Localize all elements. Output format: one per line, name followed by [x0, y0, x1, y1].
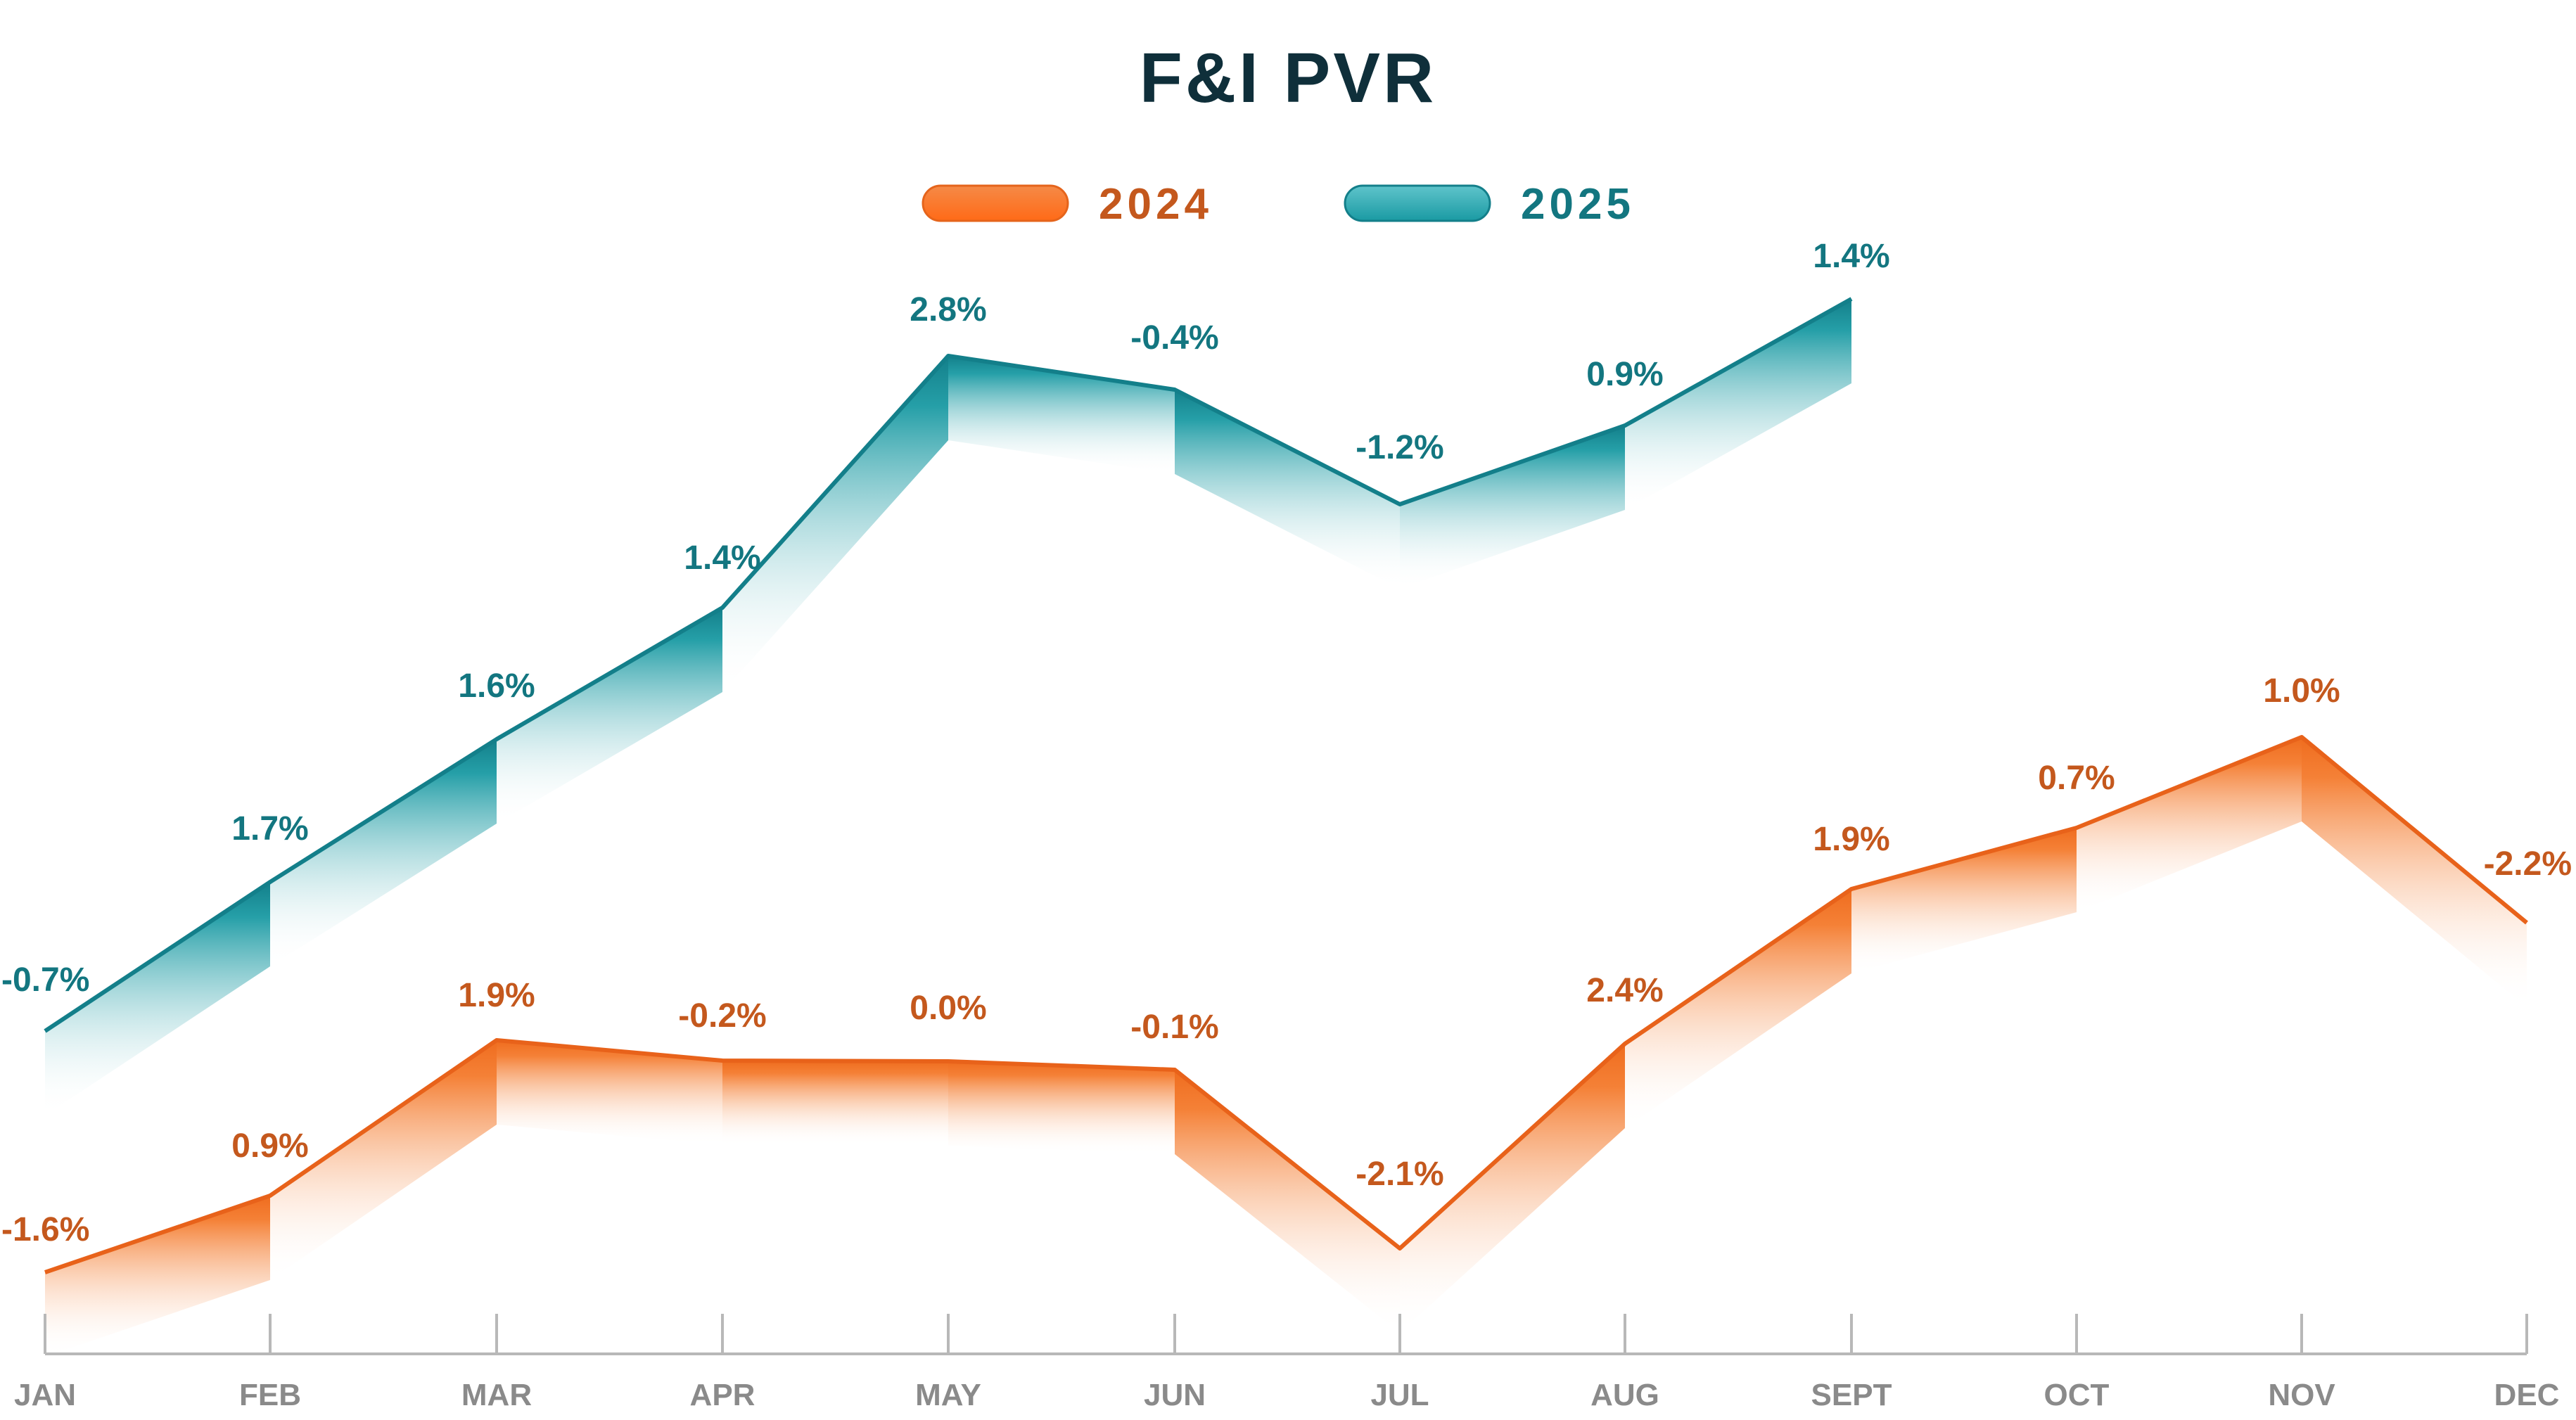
x-tick-label: OCT — [2044, 1378, 2110, 1412]
x-tick-label: JUL — [1370, 1378, 1429, 1412]
series-2025-line — [44, 297, 1853, 1033]
series-2024-band-segment — [722, 1061, 948, 1146]
data-label-2024: -2.1% — [1356, 1156, 1443, 1193]
data-labels: -1.6% 0.9% 1.9% -0.2% 0.0% -0.1% -2.1% 2.4% 1.9%… — [1, 238, 2572, 1248]
legend-swatch-2025 — [1344, 184, 1491, 222]
data-label-2024: -2.2% — [2484, 845, 2572, 883]
series-2024-band-segment — [45, 1196, 270, 1357]
series-2025-band-segment — [497, 608, 722, 824]
data-label-2024: 2.4% — [1586, 972, 1663, 1009]
x-tick-label: MAY — [915, 1378, 981, 1412]
data-label-2024: 1.9% — [458, 977, 535, 1014]
legend-swatch-2024 — [922, 184, 1069, 222]
data-label-2024: -0.1% — [1130, 1009, 1218, 1046]
x-tick-label: AUG — [1590, 1378, 1659, 1412]
data-label-2024: -0.2% — [678, 997, 766, 1035]
series-2025-band-segment — [948, 356, 1175, 474]
series-2024-band-segment — [497, 1040, 722, 1145]
series-2024-band-segment — [2302, 737, 2527, 1007]
series-2025-band-segment — [45, 882, 270, 1115]
data-label-2025: 1.4% — [684, 539, 760, 577]
data-label-2024: 1.0% — [2263, 672, 2340, 710]
data-label-2025: 2.8% — [910, 291, 986, 328]
x-tick-label: APR — [690, 1378, 755, 1412]
series-2024-band-segment — [948, 1061, 1175, 1154]
series-2024-band-segment — [270, 1040, 497, 1280]
series-2024-band-segment — [1175, 1070, 1400, 1333]
x-tick-label: MAR — [461, 1378, 532, 1412]
series-2025-band-segment — [722, 356, 948, 692]
series-2025-band-segment — [1625, 299, 1851, 510]
legend: 2024 2025 — [922, 180, 1635, 229]
x-tick-label: JUN — [1144, 1378, 1206, 1412]
data-label-2025: 1.6% — [458, 667, 535, 705]
series-2025-band-segment — [1400, 426, 1625, 589]
data-label-2025: 0.9% — [1586, 356, 1663, 393]
series-2025-band-segment — [270, 739, 497, 966]
data-label-2024: -1.6% — [1, 1211, 89, 1248]
data-label-2025: -0.4% — [1130, 319, 1218, 357]
data-label-2024: 0.9% — [231, 1127, 308, 1165]
data-label-2025: 1.4% — [1813, 238, 1889, 275]
legend-label-2024: 2024 — [1099, 180, 1213, 229]
data-label-2025: 1.7% — [231, 810, 308, 847]
x-tick-label: JAN — [14, 1378, 76, 1412]
legend-label-2025: 2025 — [1521, 180, 1635, 229]
series-2024-band-segment — [1851, 828, 2077, 973]
series-2024-line — [44, 735, 2528, 1274]
x-axis: JAN FEB MAR APR MAY JUN JUL AUG SEPT OCT NOV DEC — [14, 1314, 2559, 1412]
series-bands — [44, 297, 2528, 1357]
series-2024-band-segment — [1400, 1044, 1625, 1333]
data-label-2024: 1.9% — [1813, 821, 1889, 858]
x-tick-label: SEPT — [1811, 1378, 1892, 1412]
data-label-2024: 0.0% — [910, 990, 986, 1027]
x-tick-label: DEC — [2494, 1378, 2560, 1412]
chart-title: F&I PVR — [1140, 39, 1436, 117]
x-tick-label: FEB — [239, 1378, 301, 1412]
data-label-2025: -0.7% — [1, 961, 89, 999]
series-2024-band-segment — [2077, 737, 2302, 912]
data-label-2025: -1.2% — [1356, 429, 1443, 466]
x-tick-label: NOV — [2268, 1378, 2335, 1412]
series-2024-band-segment — [1625, 889, 1851, 1128]
series-2025-band-segment — [1175, 390, 1400, 589]
data-label-2024: 0.7% — [2038, 760, 2115, 797]
